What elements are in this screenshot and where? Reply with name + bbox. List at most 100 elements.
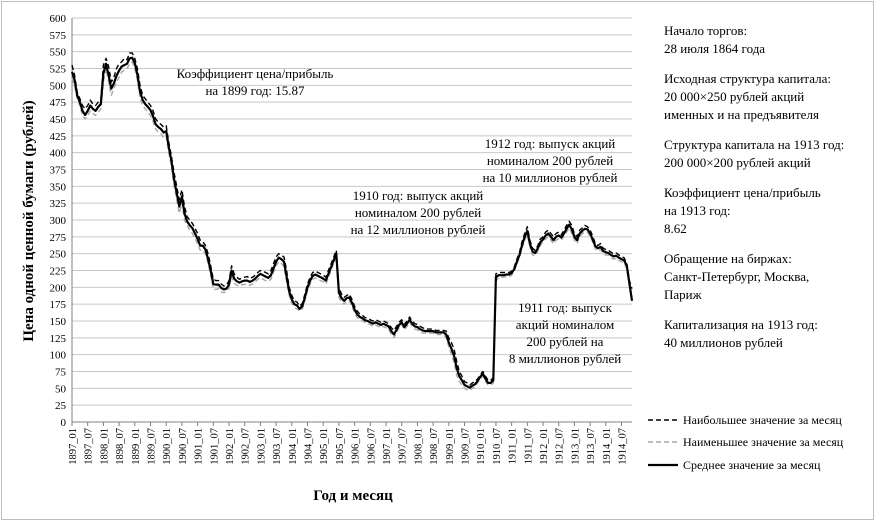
x-tick-label: 1903_01 xyxy=(256,428,267,465)
info-line: Капитализация на 1913 год: xyxy=(664,317,818,332)
info-line: Начало торгов: xyxy=(664,23,748,38)
x-tick-label: 1906_07 xyxy=(366,428,377,465)
x-tick-label: 1898_01 xyxy=(99,428,110,465)
info-line: Исходная структура капитала: xyxy=(664,71,832,86)
info-line: 40 миллионов рублей xyxy=(664,335,783,350)
info-block: Начало торгов: 28 июля 1864 года xyxy=(664,22,869,58)
y-tick-labels: 0 25 50 75 100 125 150 175 200 225 250 275 300 325 350… xyxy=(50,13,67,429)
y-tick-label: 300 xyxy=(50,215,67,227)
y-tick-label: 575 xyxy=(50,30,67,42)
y-tick-label: 350 xyxy=(50,181,67,193)
annotation-issue_1910: номиналом 200 рублей xyxy=(355,205,481,220)
annotation-issue_1912: 1912 год: выпуск акций xyxy=(485,136,616,151)
x-tick-label: 1904_07 xyxy=(304,428,315,465)
annotation-issue_1911: 8 миллионов рублей xyxy=(509,351,621,366)
y-tick-label: 425 xyxy=(50,131,67,143)
y-tick-label: 550 xyxy=(50,47,67,59)
series-line-1 xyxy=(71,52,633,386)
x-tick-label: 1899_01 xyxy=(131,428,142,465)
info-line: Структура капитала на 1913 год: xyxy=(664,137,845,152)
info-line: Коэффициент цена/прибыль xyxy=(664,185,821,200)
grid-lines xyxy=(71,17,632,423)
x-tick-label: 1905_01 xyxy=(319,428,330,465)
x-tick-label: 1912_07 xyxy=(555,428,566,465)
x-tick-label: 1899_07 xyxy=(147,428,158,465)
legend-label: Наименьшее значение за месяц xyxy=(683,435,844,449)
info-line: 20 000×250 рублей акций xyxy=(664,89,805,104)
y-tick-label: 225 xyxy=(50,266,67,278)
legend: Наибольшее значение за месяц Наименьшее з… xyxy=(648,413,844,472)
y-tick-label: 500 xyxy=(50,80,67,92)
info-line: 200 000×200 рублей акций xyxy=(664,155,811,170)
annotation-pe_1899: Коэффициент цена/прибыль xyxy=(177,66,334,81)
x-tick-label: 1914_07 xyxy=(618,428,629,465)
info-panel: Начало торгов: 28 июля 1864 года Исходная … xyxy=(664,22,869,364)
info-line: Санкт-Петербург, Москва, xyxy=(664,269,810,284)
y-tick-label: 525 xyxy=(50,64,67,76)
x-tick-label: 1907_07 xyxy=(398,428,409,465)
x-tick-label: 1911_07 xyxy=(523,428,534,464)
info-block: Структура капитала на 1913 год: 200 000×2… xyxy=(664,136,869,172)
y-tick-label: 475 xyxy=(50,97,67,109)
y-tick-label: 125 xyxy=(50,333,67,345)
annotation-issue_1910: 1910 год: выпуск акций xyxy=(353,188,484,203)
y-tick-label: 250 xyxy=(50,249,67,261)
annotation-issue_1911: 1911 год: выпуск xyxy=(518,300,612,315)
info-line: 28 июля 1864 года xyxy=(664,41,766,56)
x-tick-label: 1903_07 xyxy=(272,428,283,465)
x-tick-label: 1897_01 xyxy=(68,428,79,465)
annotation-pe_1899: на 1899 год: 15.87 xyxy=(205,83,305,98)
x-tick-label: 1909_01 xyxy=(445,428,456,465)
x-tick-label: 1912_01 xyxy=(539,428,550,465)
x-tick-label: 1909_07 xyxy=(461,428,472,465)
y-tick-label: 600 xyxy=(50,13,67,25)
x-tick-label: 1910_01 xyxy=(476,428,487,465)
legend-label: Среднее значение за месяц xyxy=(683,458,821,472)
x-tick-label: 1907_01 xyxy=(382,428,393,465)
x-tick-label: 1908_01 xyxy=(413,428,424,465)
x-tick-label: 1913_01 xyxy=(570,428,581,465)
annotation-issue_1912: номиналом 200 рублей xyxy=(487,153,613,168)
legend-label: Наибольшее значение за месяц xyxy=(683,413,842,427)
y-tick-label: 25 xyxy=(55,400,67,412)
y-tick-label: 375 xyxy=(50,165,67,177)
info-line: Париж xyxy=(664,287,702,302)
series-lines xyxy=(70,52,634,392)
annotations: Коэффициент цена/прибыль на 1899 год: 15.… xyxy=(177,66,622,366)
y-tick-label: 100 xyxy=(50,350,67,362)
annotation-issue_1911: 200 рублей на xyxy=(527,334,604,349)
y-axis-label: Цена одной ценной бумаги (рублей) xyxy=(21,100,37,341)
y-tick-label: 400 xyxy=(50,148,67,160)
x-tick-label: 1902_01 xyxy=(225,428,236,465)
x-tick-label: 1906_01 xyxy=(351,428,362,465)
x-tick-labels: 1897_01 1897_07 1898_01 1898_07 1899_01 1899_… xyxy=(68,422,629,465)
info-block: Капитализация на 1913 год: 40 миллионов р… xyxy=(664,316,869,352)
x-tick-label: 1913_07 xyxy=(586,428,597,465)
x-tick-label: 1904_01 xyxy=(288,428,299,465)
x-tick-label: 1908_07 xyxy=(429,428,440,465)
info-block: Обращение на биржах: Санкт-Петербург, Мос… xyxy=(664,250,869,304)
y-tick-label: 325 xyxy=(50,198,67,210)
annotation-issue_1910: на 12 миллионов рублей xyxy=(351,222,486,237)
x-tick-label: 1905_07 xyxy=(335,428,346,465)
info-block: Исходная структура капитала: 20 000×250 р… xyxy=(664,70,869,124)
y-tick-label: 275 xyxy=(50,232,67,244)
y-tick-label: 175 xyxy=(50,299,67,311)
info-line: именных и на предъявителя xyxy=(664,107,819,122)
x-tick-label: 1898_07 xyxy=(115,428,126,465)
annotation-issue_1912: на 10 миллионов рублей xyxy=(483,170,618,185)
y-tick-label: 0 xyxy=(61,417,67,429)
info-line: на 1913 год: xyxy=(664,203,731,218)
x-tick-label: 1910_07 xyxy=(492,428,503,465)
x-tick-label: 1900_01 xyxy=(162,428,173,465)
series-line-3 xyxy=(70,56,634,389)
x-tick-label: 1911_01 xyxy=(508,428,519,464)
x-tick-label: 1901_07 xyxy=(209,428,220,465)
x-tick-label: 1900_07 xyxy=(178,428,189,465)
annotation-issue_1911: акций номиналом xyxy=(516,317,614,332)
y-tick-label: 450 xyxy=(50,114,67,126)
info-line: Обращение на биржах: xyxy=(664,251,792,266)
x-tick-label: 1897_07 xyxy=(84,428,95,465)
